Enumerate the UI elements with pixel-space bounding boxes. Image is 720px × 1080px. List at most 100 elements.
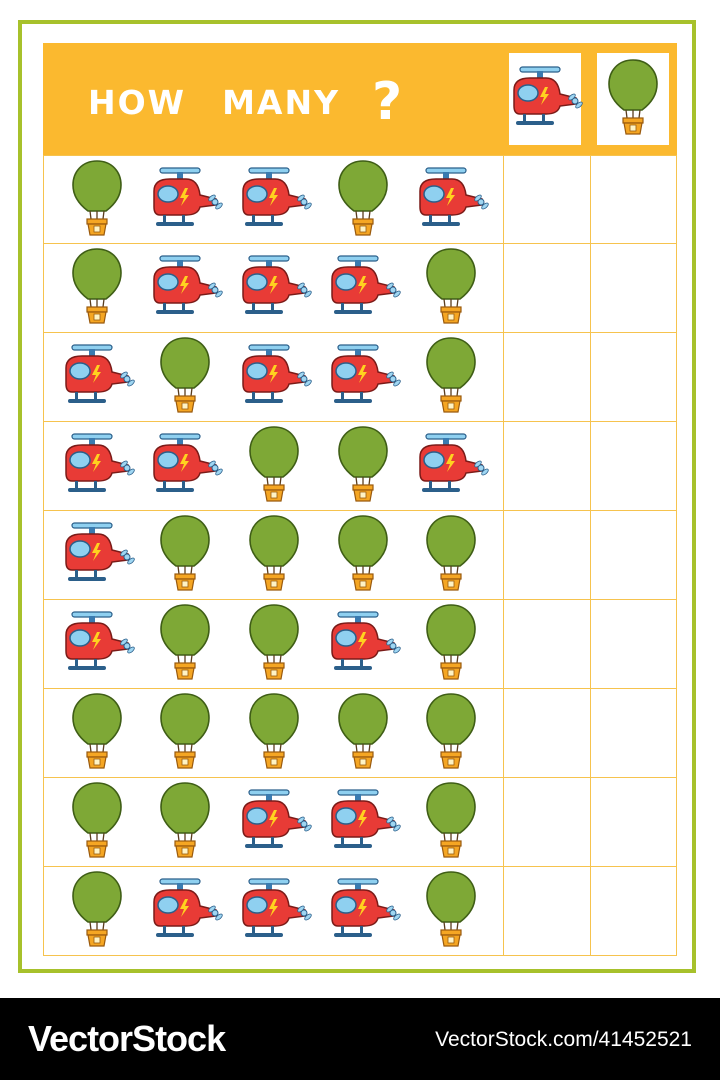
balloon-icon	[336, 159, 390, 241]
balloon-icon	[424, 336, 478, 418]
worksheet-row	[43, 333, 677, 422]
picture-cell	[407, 511, 495, 599]
balloon-icon	[424, 870, 478, 952]
answer-box-balloon[interactable]	[590, 333, 676, 421]
picture-cell	[319, 422, 407, 510]
answer-box-helicopter[interactable]	[503, 333, 590, 421]
picture-cell	[407, 867, 495, 955]
picture-cell	[407, 333, 495, 421]
picture-cell	[141, 244, 229, 332]
balloon-icon	[158, 514, 212, 596]
picture-cell	[230, 333, 318, 421]
balloon-icon	[158, 603, 212, 685]
watermark-footer: VectorStock VectorStock.com/41452521	[0, 998, 720, 1080]
picture-cell	[230, 156, 318, 244]
balloon-icon	[70, 870, 124, 952]
worksheet-row	[43, 778, 677, 867]
answer-box-balloon[interactable]	[590, 778, 676, 866]
title-word-many: MANY	[222, 82, 340, 122]
balloon-icon	[424, 603, 478, 685]
answer-box-helicopter[interactable]	[503, 600, 590, 688]
picture-cell	[141, 333, 229, 421]
picture-cell	[319, 867, 407, 955]
worksheet-row	[43, 511, 677, 600]
helicopter-icon	[324, 253, 402, 323]
answer-box-helicopter[interactable]	[503, 244, 590, 332]
page-title: HOW MANY ?	[88, 72, 404, 132]
answer-box-helicopter[interactable]	[503, 156, 590, 244]
picture-cell	[141, 511, 229, 599]
answer-box-helicopter[interactable]	[503, 867, 590, 955]
helicopter-icon	[146, 431, 224, 501]
answer-box-helicopter[interactable]	[503, 422, 590, 510]
helicopter-icon	[58, 342, 136, 412]
grid-right-border	[676, 155, 677, 956]
balloon-icon	[247, 603, 301, 685]
picture-cell	[319, 156, 407, 244]
picture-cell	[230, 511, 318, 599]
balloon-icon	[158, 781, 212, 863]
answer-box-balloon[interactable]	[590, 156, 676, 244]
balloon-icon	[70, 159, 124, 241]
helicopter-icon	[235, 787, 313, 857]
balloon-icon	[158, 692, 212, 774]
helicopter-icon	[324, 876, 402, 946]
grid-left-border	[43, 155, 44, 956]
picture-cell	[407, 156, 495, 244]
counting-grid	[43, 155, 677, 956]
helicopter-icon	[235, 876, 313, 946]
picture-cell	[319, 511, 407, 599]
picture-cell	[230, 867, 318, 955]
picture-cell	[319, 778, 407, 866]
worksheet-row	[43, 867, 677, 956]
picture-cell	[141, 689, 229, 777]
helicopter-icon	[146, 165, 224, 235]
answer-box-balloon[interactable]	[590, 689, 676, 777]
helicopter-icon	[58, 609, 136, 679]
helicopter-icon	[324, 609, 402, 679]
image-url: VectorStock.com/41452521	[435, 1028, 692, 1051]
picture-cell	[407, 244, 495, 332]
answer-box-helicopter[interactable]	[503, 689, 590, 777]
balloon-icon	[424, 781, 478, 863]
balloon-icon	[247, 692, 301, 774]
balloon-icon	[424, 247, 478, 329]
picture-cell	[319, 600, 407, 688]
picture-cell	[230, 778, 318, 866]
answer-box-balloon[interactable]	[590, 422, 676, 510]
question-mark: ?	[371, 72, 405, 132]
picture-cell	[141, 422, 229, 510]
balloon-icon	[70, 692, 124, 774]
answer-box-helicopter[interactable]	[503, 778, 590, 866]
helicopter-icon	[506, 64, 584, 134]
balloon-icon	[70, 247, 124, 329]
title-word-how: HOW	[88, 82, 187, 122]
answer-box-balloon[interactable]	[590, 600, 676, 688]
helicopter-icon	[324, 342, 402, 412]
picture-cell	[53, 422, 141, 510]
answer-box-balloon[interactable]	[590, 244, 676, 332]
answer-box-balloon[interactable]	[590, 867, 676, 955]
worksheet-row	[43, 244, 677, 333]
balloon-icon	[336, 425, 390, 507]
picture-cell	[230, 689, 318, 777]
picture-cell	[141, 867, 229, 955]
picture-cell	[407, 778, 495, 866]
picture-cell	[141, 156, 229, 244]
picture-cell	[53, 689, 141, 777]
picture-cell	[53, 511, 141, 599]
picture-cell	[53, 244, 141, 332]
picture-cell	[53, 778, 141, 866]
picture-cell	[141, 778, 229, 866]
helicopter-icon	[58, 520, 136, 590]
balloon-icon	[424, 514, 478, 596]
picture-cell	[407, 689, 495, 777]
helicopter-icon	[324, 787, 402, 857]
balloon-icon	[336, 514, 390, 596]
answer-box-helicopter[interactable]	[503, 511, 590, 599]
picture-cell	[53, 156, 141, 244]
helicopter-icon	[412, 431, 490, 501]
worksheet-row	[43, 600, 677, 689]
balloon-icon	[247, 425, 301, 507]
answer-box-balloon[interactable]	[590, 511, 676, 599]
